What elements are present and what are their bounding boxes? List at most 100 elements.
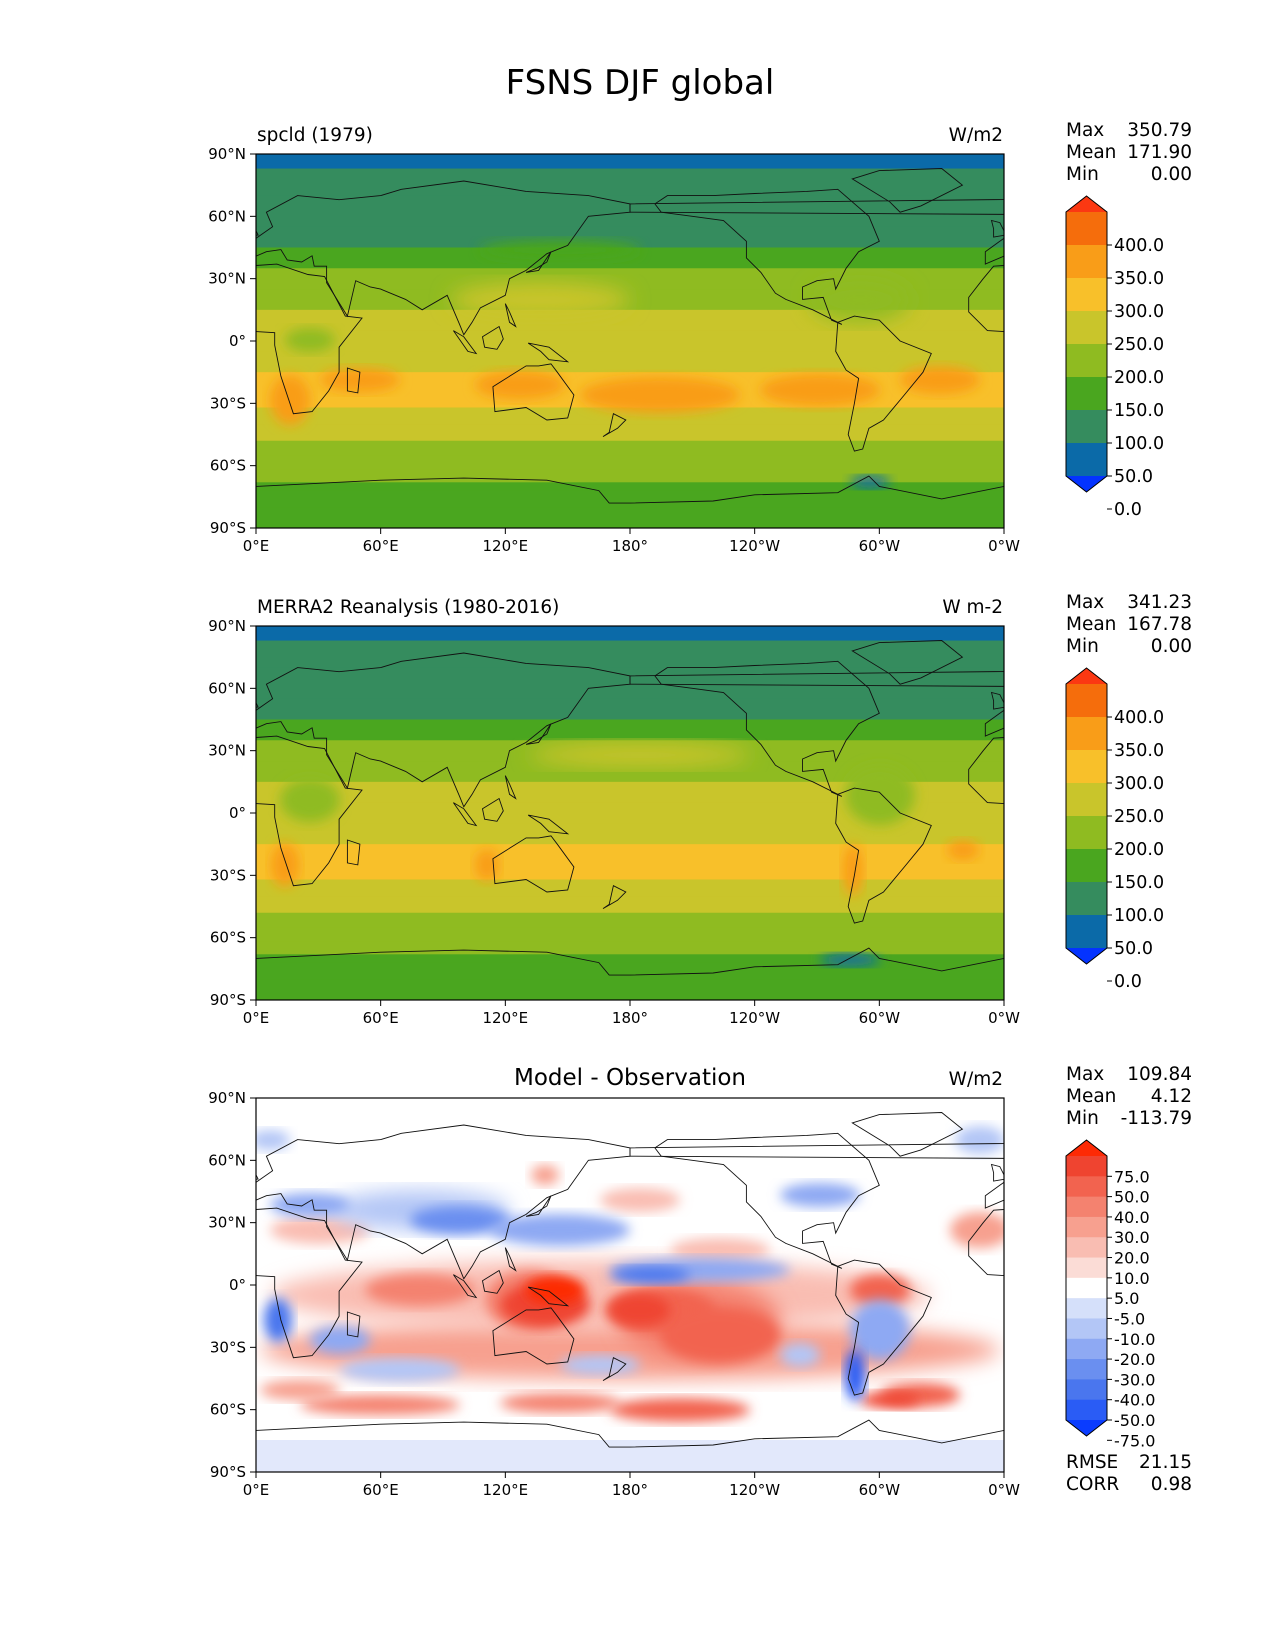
zonal-band — [256, 154, 1004, 170]
colorbar-segment — [1066, 717, 1107, 751]
zonal-band — [256, 719, 1004, 741]
colorbar-segment — [1066, 816, 1107, 850]
panel-1-title: spcld (1979) — [257, 125, 373, 146]
figure-title: FSNS DJF global — [506, 63, 775, 103]
colorbar-label: -10.0 — [1114, 1330, 1155, 1349]
colorbar-extend-max — [1066, 668, 1107, 684]
zonal-band — [256, 802, 1004, 824]
stat-max-label: Max — [1066, 120, 1104, 141]
stat-max-value: 341.23 — [1127, 592, 1192, 613]
coastline-antarctica — [256, 475, 1004, 528]
panel-1-axes: 90°N 60°N 30°N 0° 30°S 60°S 90°S0°E 60°E 120°E 18… — [208, 145, 1020, 555]
coastline-madagascar — [346, 839, 361, 866]
zonal-band — [256, 247, 1004, 269]
stat-mean-value: 171.90 — [1127, 142, 1192, 163]
colorbar-label: 350.0 — [1114, 741, 1164, 761]
colorbar-segment — [1066, 377, 1107, 411]
lat-tick-label: 60°S — [210, 457, 246, 475]
lon-tick-label: 180° — [612, 1009, 648, 1027]
panel-3-coastlines — [256, 1112, 1004, 1472]
coastline-southamerica — [835, 315, 932, 452]
colorbar-label: 100.0 — [1114, 906, 1164, 926]
stat-min-label: Min — [1066, 636, 1099, 657]
colorbar-label: 50.0 — [1114, 939, 1153, 959]
zonal-band — [256, 440, 1004, 456]
colorbar-segment — [1066, 1399, 1107, 1421]
coastline-greenland — [851, 168, 964, 213]
colorbar-segment — [1066, 684, 1107, 718]
coastline-uk — [990, 219, 1004, 238]
colorbar-segment — [1066, 1156, 1107, 1177]
zonal-band — [256, 896, 1004, 914]
colorbar-label: 250.0 — [1114, 335, 1164, 355]
zonal-band — [256, 351, 1004, 373]
colorbar-label: 50.0 — [1114, 1188, 1150, 1207]
coastline-philippines — [504, 303, 517, 328]
colorbar-label: 5.0 — [1114, 1289, 1139, 1308]
colorbar-segment — [1066, 783, 1107, 817]
panel-model: spcld (1979) W/m2 90°N 60°N 30°N 0° 30°S 60°S… — [208, 125, 1020, 555]
colorbar-label: 20.0 — [1114, 1249, 1150, 1268]
panel-3-axes: 90°N 60°N 30°N 0° 30°S 60°S 90°S0°E 60°E 120°E 18… — [208, 1089, 1020, 1499]
colorbar-label: 200.0 — [1114, 840, 1164, 860]
colorbar-label: -75.0 — [1114, 1431, 1155, 1450]
colorbar-label: 400.0 — [1114, 708, 1164, 728]
panel-difference: Model - Observation W/m2 — [208, 1065, 1020, 1499]
panel-1-colorbar: 400.0 350.0 300.0 250.0 200.0 150.0 100.0 50.0 0… — [1065, 195, 1164, 520]
lat-tick-label: 30°N — [208, 1214, 246, 1232]
lon-tick-label: 120°E — [483, 537, 529, 555]
panel-3-footer-stats: RMSE 21.15 CORR 0.98 — [1066, 1452, 1192, 1495]
zonal-band — [256, 490, 1004, 508]
lat-tick-label: 60°N — [208, 679, 246, 697]
coastline-borneo — [481, 1269, 504, 1294]
colorbar-segment — [1066, 1338, 1107, 1360]
colorbar-label: 150.0 — [1114, 873, 1164, 893]
colorbar-label: 50.0 — [1114, 467, 1153, 487]
coastline-japan — [525, 251, 552, 273]
lat-tick-label: 90°S — [210, 519, 246, 537]
lon-tick-label: 180° — [612, 537, 648, 555]
lon-tick-label: 0°W — [988, 1481, 1020, 1499]
coastline-southamerica — [835, 1259, 932, 1396]
lon-tick-label: 0°E — [243, 537, 270, 555]
zonal-band — [256, 844, 1004, 866]
stat-mean-label: Mean — [1066, 1086, 1116, 1107]
colorbar-segment — [1066, 311, 1107, 345]
stat-max-label: Max — [1066, 592, 1104, 613]
coastline-greenland — [851, 1112, 964, 1157]
panel-2-units: W m-2 — [942, 597, 1003, 618]
coastline-borneo — [481, 325, 504, 350]
colorbar-segment — [1066, 1257, 1107, 1279]
colorbar-segment — [1066, 1176, 1107, 1198]
coastline-newguinea — [527, 814, 570, 835]
coastline-eurasia — [256, 1124, 631, 1280]
zonal-band — [256, 640, 1004, 669]
colorbar-label: 10.0 — [1114, 1269, 1150, 1288]
colorbar-segment — [1066, 212, 1107, 246]
panel-3-title: Model - Observation — [514, 1065, 746, 1091]
lon-tick-label: 0°E — [243, 1009, 270, 1027]
lat-tick-label: 0° — [229, 332, 246, 350]
lat-tick-label: 30°S — [210, 866, 246, 884]
lat-tick-label: 60°N — [208, 1151, 246, 1169]
panel-3-anomalies — [256, 1126, 1004, 1472]
stat-min-value: -113.79 — [1121, 1108, 1192, 1129]
lon-tick-label: 60°E — [363, 537, 399, 555]
coastline-japan — [525, 723, 552, 745]
zonal-band — [256, 823, 1004, 845]
colorbar-label: 300.0 — [1114, 774, 1164, 794]
coastline-sumatra — [453, 802, 478, 827]
colorbar-label: 150.0 — [1114, 401, 1164, 421]
coastline-borneo — [481, 797, 504, 822]
lat-tick-label: 90°N — [208, 617, 246, 635]
panel-1-coastlines — [256, 168, 1004, 528]
coastline-madagascar — [346, 1311, 361, 1338]
colorbar-segment — [1066, 1196, 1107, 1218]
coastline-uk — [990, 1163, 1004, 1182]
stat-max-value: 109.84 — [1127, 1064, 1192, 1085]
colorbar-label: 30.0 — [1114, 1228, 1150, 1247]
stat-max-label: Max — [1066, 1064, 1104, 1085]
lon-tick-label: 60°E — [363, 1481, 399, 1499]
colorbar-label: 0.0 — [1114, 972, 1142, 992]
colorbar-label: -20.0 — [1114, 1350, 1155, 1369]
